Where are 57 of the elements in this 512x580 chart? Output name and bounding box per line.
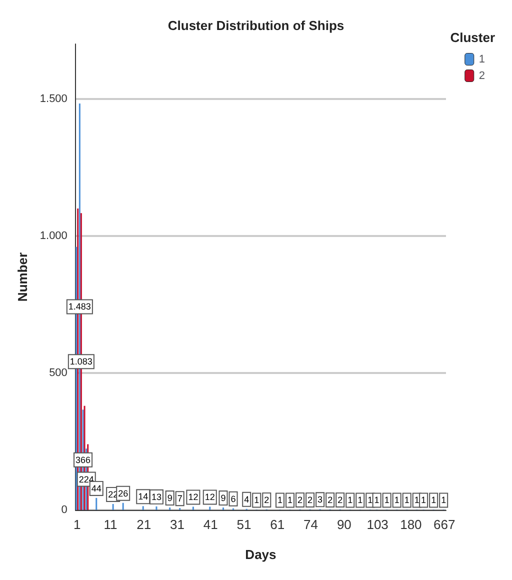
data-label: 13	[151, 492, 162, 502]
data-label: 1.083	[70, 356, 92, 367]
data-label: 12	[204, 492, 215, 502]
data-label: 224	[78, 474, 94, 484]
data-label: 3	[318, 494, 323, 505]
y-axis-title: Number	[15, 252, 30, 302]
data-label: 1	[404, 495, 410, 506]
data-label: 1	[384, 495, 390, 506]
data-label: 1	[254, 495, 260, 506]
data-label: 6	[230, 494, 236, 504]
data-label: 9	[167, 493, 172, 504]
chart-title: Cluster Distribution of Ships	[168, 18, 344, 33]
data-label: 2	[328, 494, 333, 505]
y-tick-label: 1.000	[40, 230, 68, 242]
data-label: 1	[414, 495, 420, 506]
x-tick-label: 11	[104, 517, 118, 532]
x-tick-label: 74	[304, 517, 318, 532]
data-label: 2	[264, 494, 270, 505]
data-label: 2	[298, 494, 303, 505]
data-label: 9	[220, 493, 226, 504]
data-label: 1	[374, 495, 380, 506]
data-label: 1	[348, 495, 353, 506]
legend-title: Cluster	[450, 30, 496, 45]
x-tick-label: 180	[400, 517, 422, 532]
x-tick-label: 103	[366, 517, 388, 532]
data-label: 4	[244, 494, 250, 504]
y-tick-label: 0	[61, 504, 68, 516]
data-label: 1	[394, 495, 400, 506]
data-label: 2	[308, 494, 313, 505]
data-label: 1	[368, 495, 373, 506]
data-label: 1	[431, 495, 436, 506]
data-label: 26	[118, 488, 128, 498]
x-tick-label: 1	[73, 517, 81, 532]
data-label: 14	[138, 492, 148, 502]
data-label: 1	[358, 495, 363, 506]
data-label: 1	[421, 495, 426, 506]
data-label: 12	[188, 492, 198, 502]
legend-label: 1	[478, 53, 486, 66]
data-label: 7	[177, 494, 182, 504]
x-tick-label: 667	[433, 517, 456, 532]
x-axis-title: Days	[245, 547, 276, 562]
x-tick-label: 51	[236, 517, 252, 532]
legend-label: 2	[478, 70, 486, 82]
data-label: 1	[277, 495, 282, 506]
x-tick-label: 90	[336, 517, 352, 532]
x-tick-label: 41	[203, 517, 218, 532]
data-label: 44	[91, 483, 102, 494]
data-label: 1.483	[68, 302, 91, 312]
data-label: 2	[338, 494, 343, 505]
data-label: 366	[76, 454, 91, 465]
x-tick-label: 31	[170, 517, 184, 532]
data-label: 1	[288, 495, 293, 506]
x-tick-label: 21	[136, 517, 152, 532]
data-label: 1	[441, 495, 446, 506]
y-tick-label: 1.500	[40, 92, 68, 105]
y-tick-label: 500	[49, 366, 68, 379]
x-tick-label: 61	[270, 517, 285, 532]
